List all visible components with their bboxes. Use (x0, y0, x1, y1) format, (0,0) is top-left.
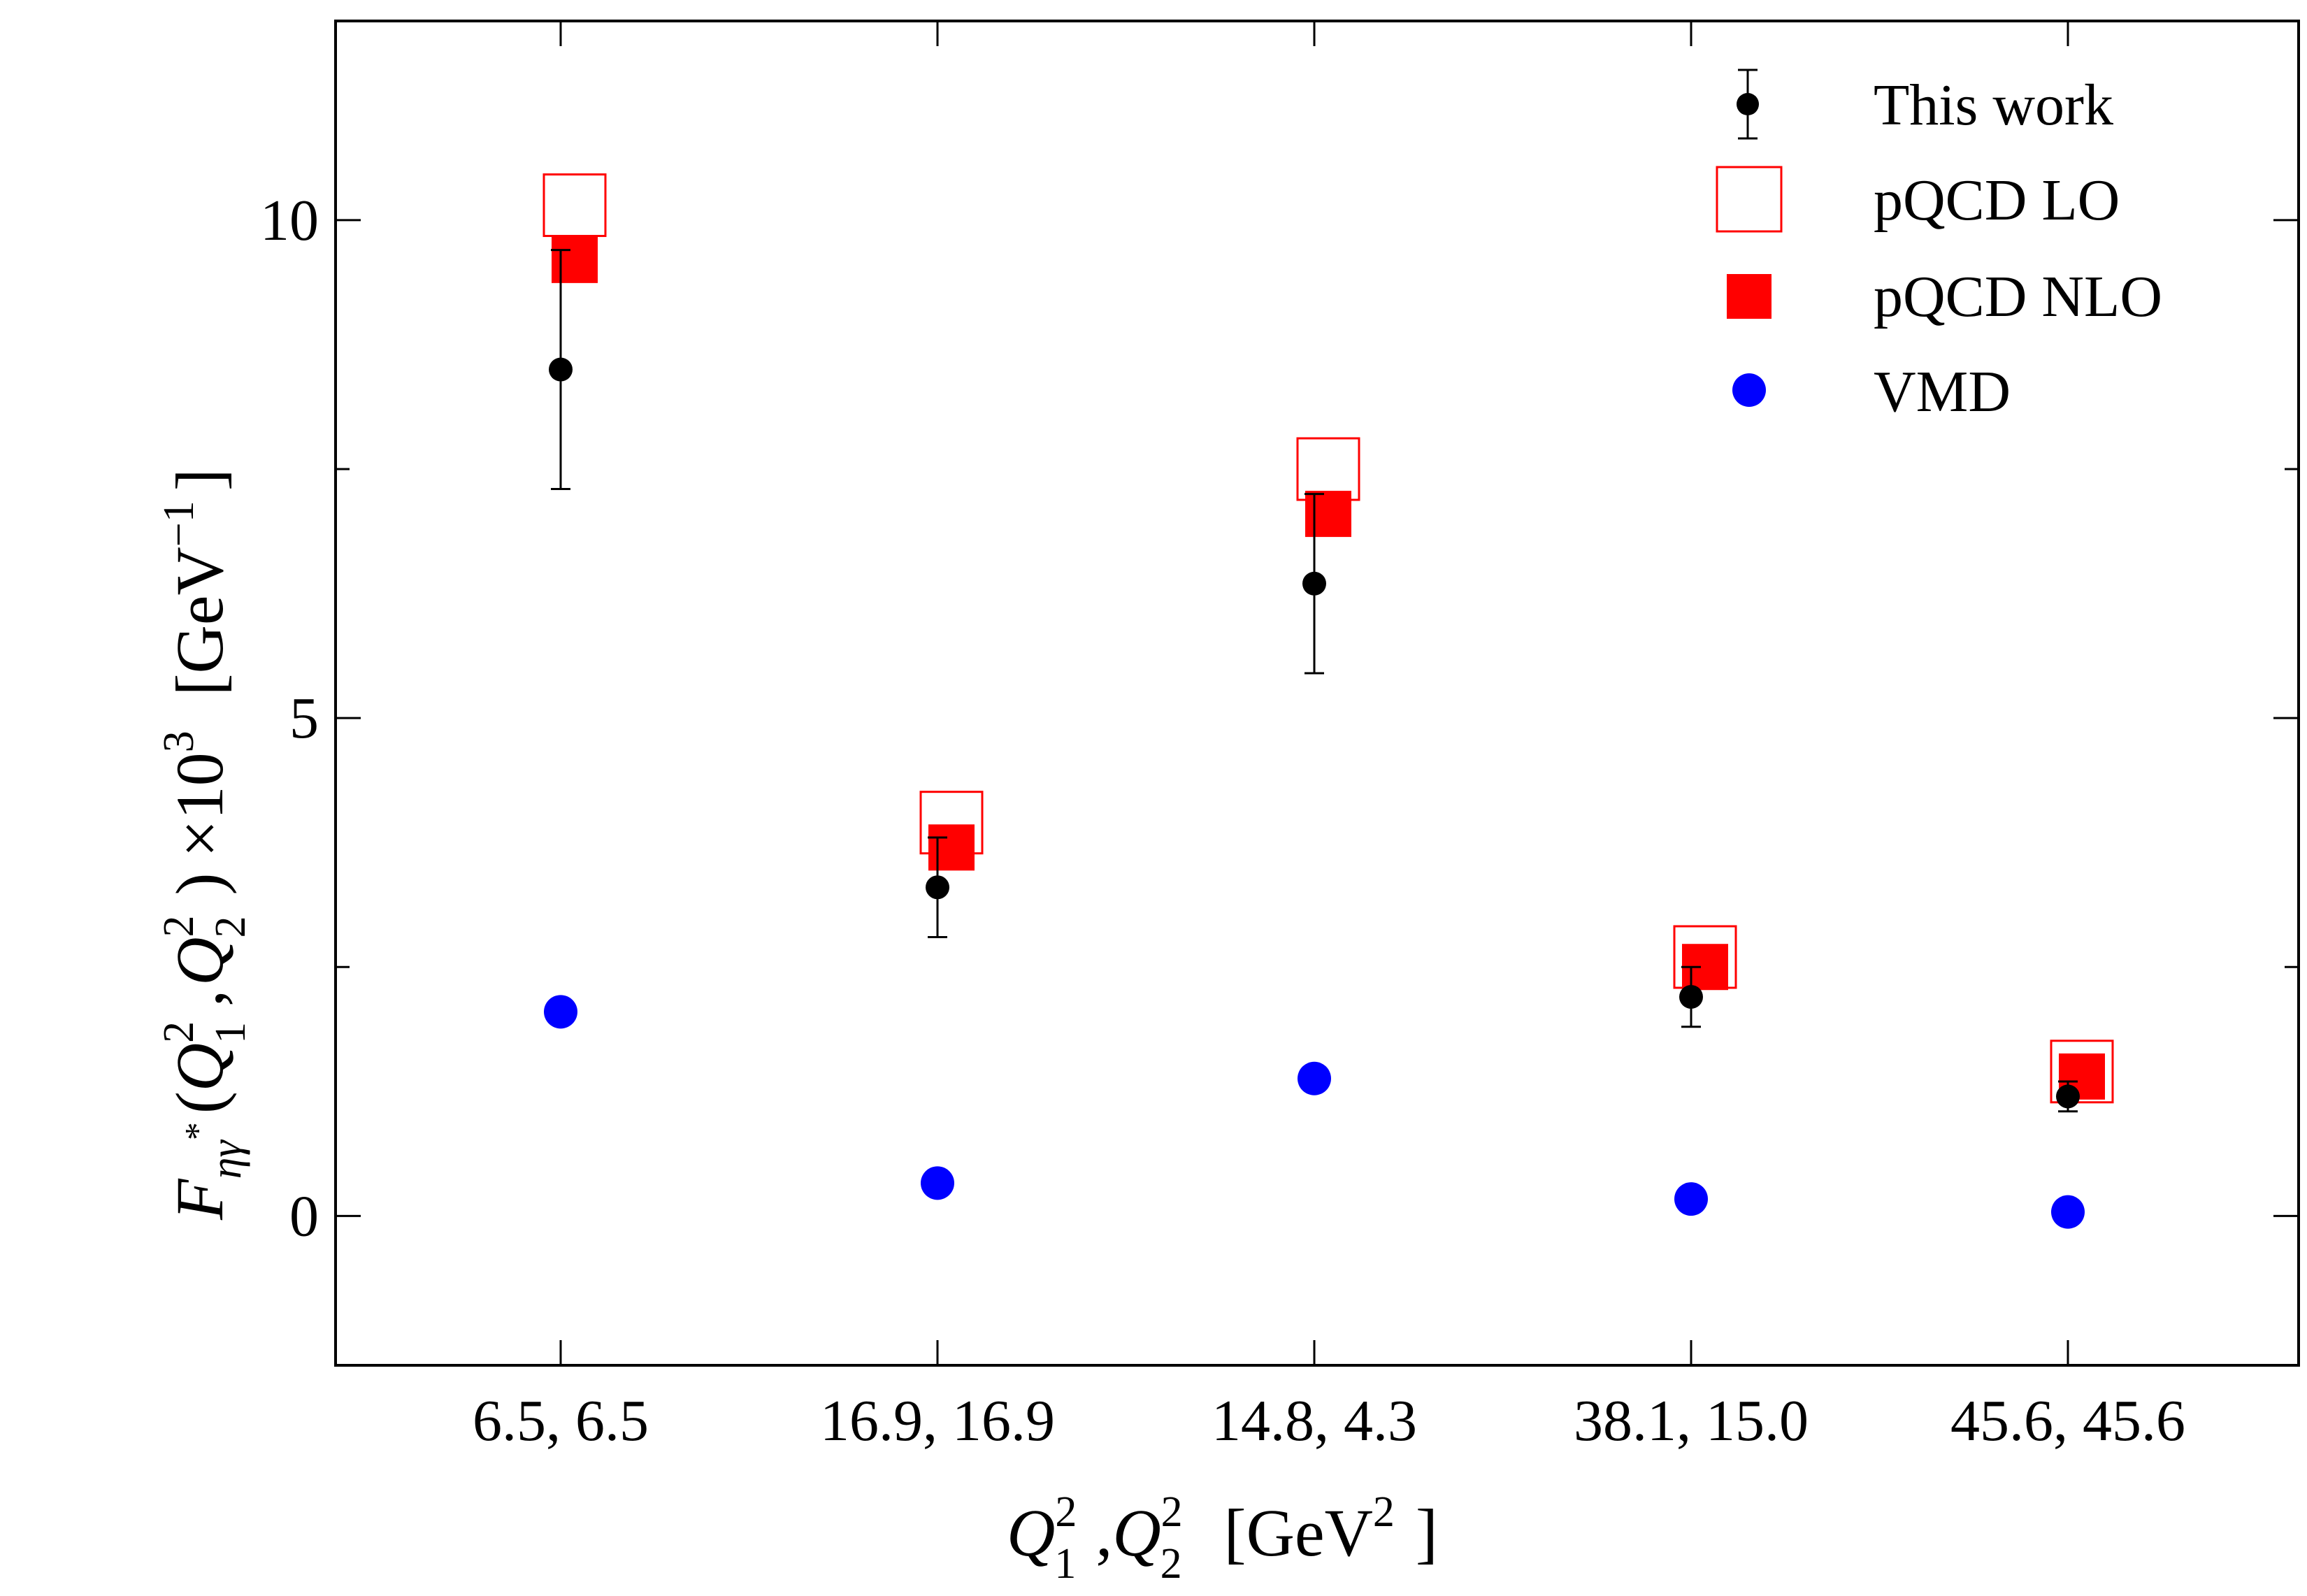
y-title-close-paren: ) (162, 873, 237, 896)
vmd-point (544, 995, 577, 1029)
legend-item-pqcd-lo: pQCD LO (1716, 166, 2120, 233)
x-title-unit-close: ] (1416, 1495, 1438, 1570)
y-title-sub-gamma: γ (203, 1140, 250, 1158)
x-title-unit: [GeV (1224, 1495, 1373, 1570)
y-title-sub-eta: η (203, 1158, 250, 1179)
legend-marker-filled-square (1727, 274, 1771, 319)
y-title-q1: Q (162, 1043, 237, 1091)
legend-label-vmd: VMD (1874, 359, 2011, 424)
this-work-point (1302, 571, 1326, 596)
vmd-point (2051, 1195, 2085, 1229)
legend-label-this-work: This work (1874, 73, 2113, 138)
y-title-f: F (162, 1178, 237, 1221)
y-title-q1-sub: 1 (207, 1022, 254, 1044)
vmd-point (921, 1166, 954, 1200)
pqcd-lo-point (1296, 437, 1360, 501)
y-title-q2-sup: 2 (155, 916, 203, 937)
x-title-unit-sup: 2 (1373, 1488, 1395, 1536)
svg-text:Fηγ*(Q21,Q22)×103[GeV−1]: Fηγ*(Q21,Q22)×103[GeV−1] (155, 468, 254, 1221)
y-title-unit-close: ] (162, 468, 237, 491)
y-title-q2: Q (162, 937, 237, 986)
y-title-q2-sub: 2 (207, 916, 254, 938)
y-title-q1-sup: 2 (155, 1021, 203, 1043)
legend-item-pqcd-nlo: pQCD NLO (1727, 264, 2162, 329)
x-axis-title: Q2 1 ,Q2 2 [GeV2] (1007, 1488, 1438, 1588)
x-tick-label: 38.1, 15.0 (1574, 1388, 1809, 1453)
this-work-point (2056, 1084, 2080, 1109)
x-title-q2-sup: 2 (1161, 1488, 1183, 1536)
vmd-point (1674, 1182, 1708, 1216)
plot-frame (334, 20, 2300, 1367)
y-title-unit: [GeV (162, 547, 237, 696)
this-work-point (549, 357, 573, 382)
x-title-q1-sup: 2 (1055, 1488, 1077, 1536)
x-tick-label: 16.9, 16.9 (820, 1388, 1055, 1453)
y-tick-label: 10 (260, 188, 319, 253)
y-title-comma: , (162, 990, 237, 1007)
y-title-open-paren: ( (162, 1091, 237, 1114)
pqcd-nlo-point (552, 236, 598, 283)
pqcd-nlo-point (928, 824, 975, 871)
legend-label-pqcd-lo: pQCD LO (1874, 168, 2120, 233)
legend-marker-open-square (1716, 166, 1783, 233)
legend-label-pqcd-nlo: pQCD NLO (1874, 264, 2162, 329)
vmd-point (1298, 1061, 1331, 1095)
axis-ticks (336, 21, 2299, 1365)
x-tick-labels: 6.5, 6.5 16.9, 16.9 14.8, 4.3 38.1, 15.0 45.… (473, 1388, 2185, 1453)
x-title-comma: , (1095, 1495, 1112, 1570)
legend: This work pQCD LO pQCD NLO VMD (1716, 69, 2162, 424)
chart-marks (542, 173, 2114, 1229)
y-axis-title: Fηγ*(Q21,Q22)×103[GeV−1] (155, 468, 254, 1221)
x-tick-label: 6.5, 6.5 (473, 1388, 649, 1453)
x-title-q1: Q (1007, 1495, 1055, 1570)
x-title-q1-sub: 1 (1054, 1540, 1076, 1588)
legend-item-this-work: This work (1737, 69, 2113, 140)
this-work-point (926, 875, 949, 900)
pqcd-lo-point (542, 173, 607, 238)
y-tick-labels: 0 5 10 (260, 188, 319, 1249)
svg-text:Q21,Q22[GeV2]: Q2 1 ,Q2 2 [GeV2] (1007, 1488, 1438, 1588)
y-title-times-sup: 3 (155, 731, 203, 752)
x-title-q2: Q (1112, 1495, 1160, 1570)
y-tick-label: 0 (289, 1184, 319, 1249)
y-title-sub-star: * (178, 1122, 218, 1140)
x-tick-label: 14.8, 4.3 (1212, 1388, 1417, 1453)
legend-marker-circle (1737, 93, 1759, 115)
this-work-point (1679, 984, 1703, 1009)
y-tick-label: 5 (289, 686, 319, 751)
legend-item-vmd: VMD (1732, 359, 2011, 424)
x-title-q2-sub: 2 (1160, 1540, 1182, 1588)
y-title-unit-sup: −1 (155, 501, 203, 547)
legend-marker-blue-circle (1732, 373, 1766, 407)
y-title-times: ×10 (162, 752, 237, 857)
x-tick-label: 45.6, 45.6 (1950, 1388, 2185, 1453)
pqcd-nlo-point (1305, 491, 1351, 538)
